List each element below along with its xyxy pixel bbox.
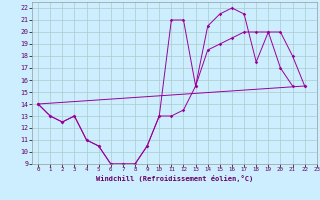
X-axis label: Windchill (Refroidissement éolien,°C): Windchill (Refroidissement éolien,°C) [96, 175, 253, 182]
